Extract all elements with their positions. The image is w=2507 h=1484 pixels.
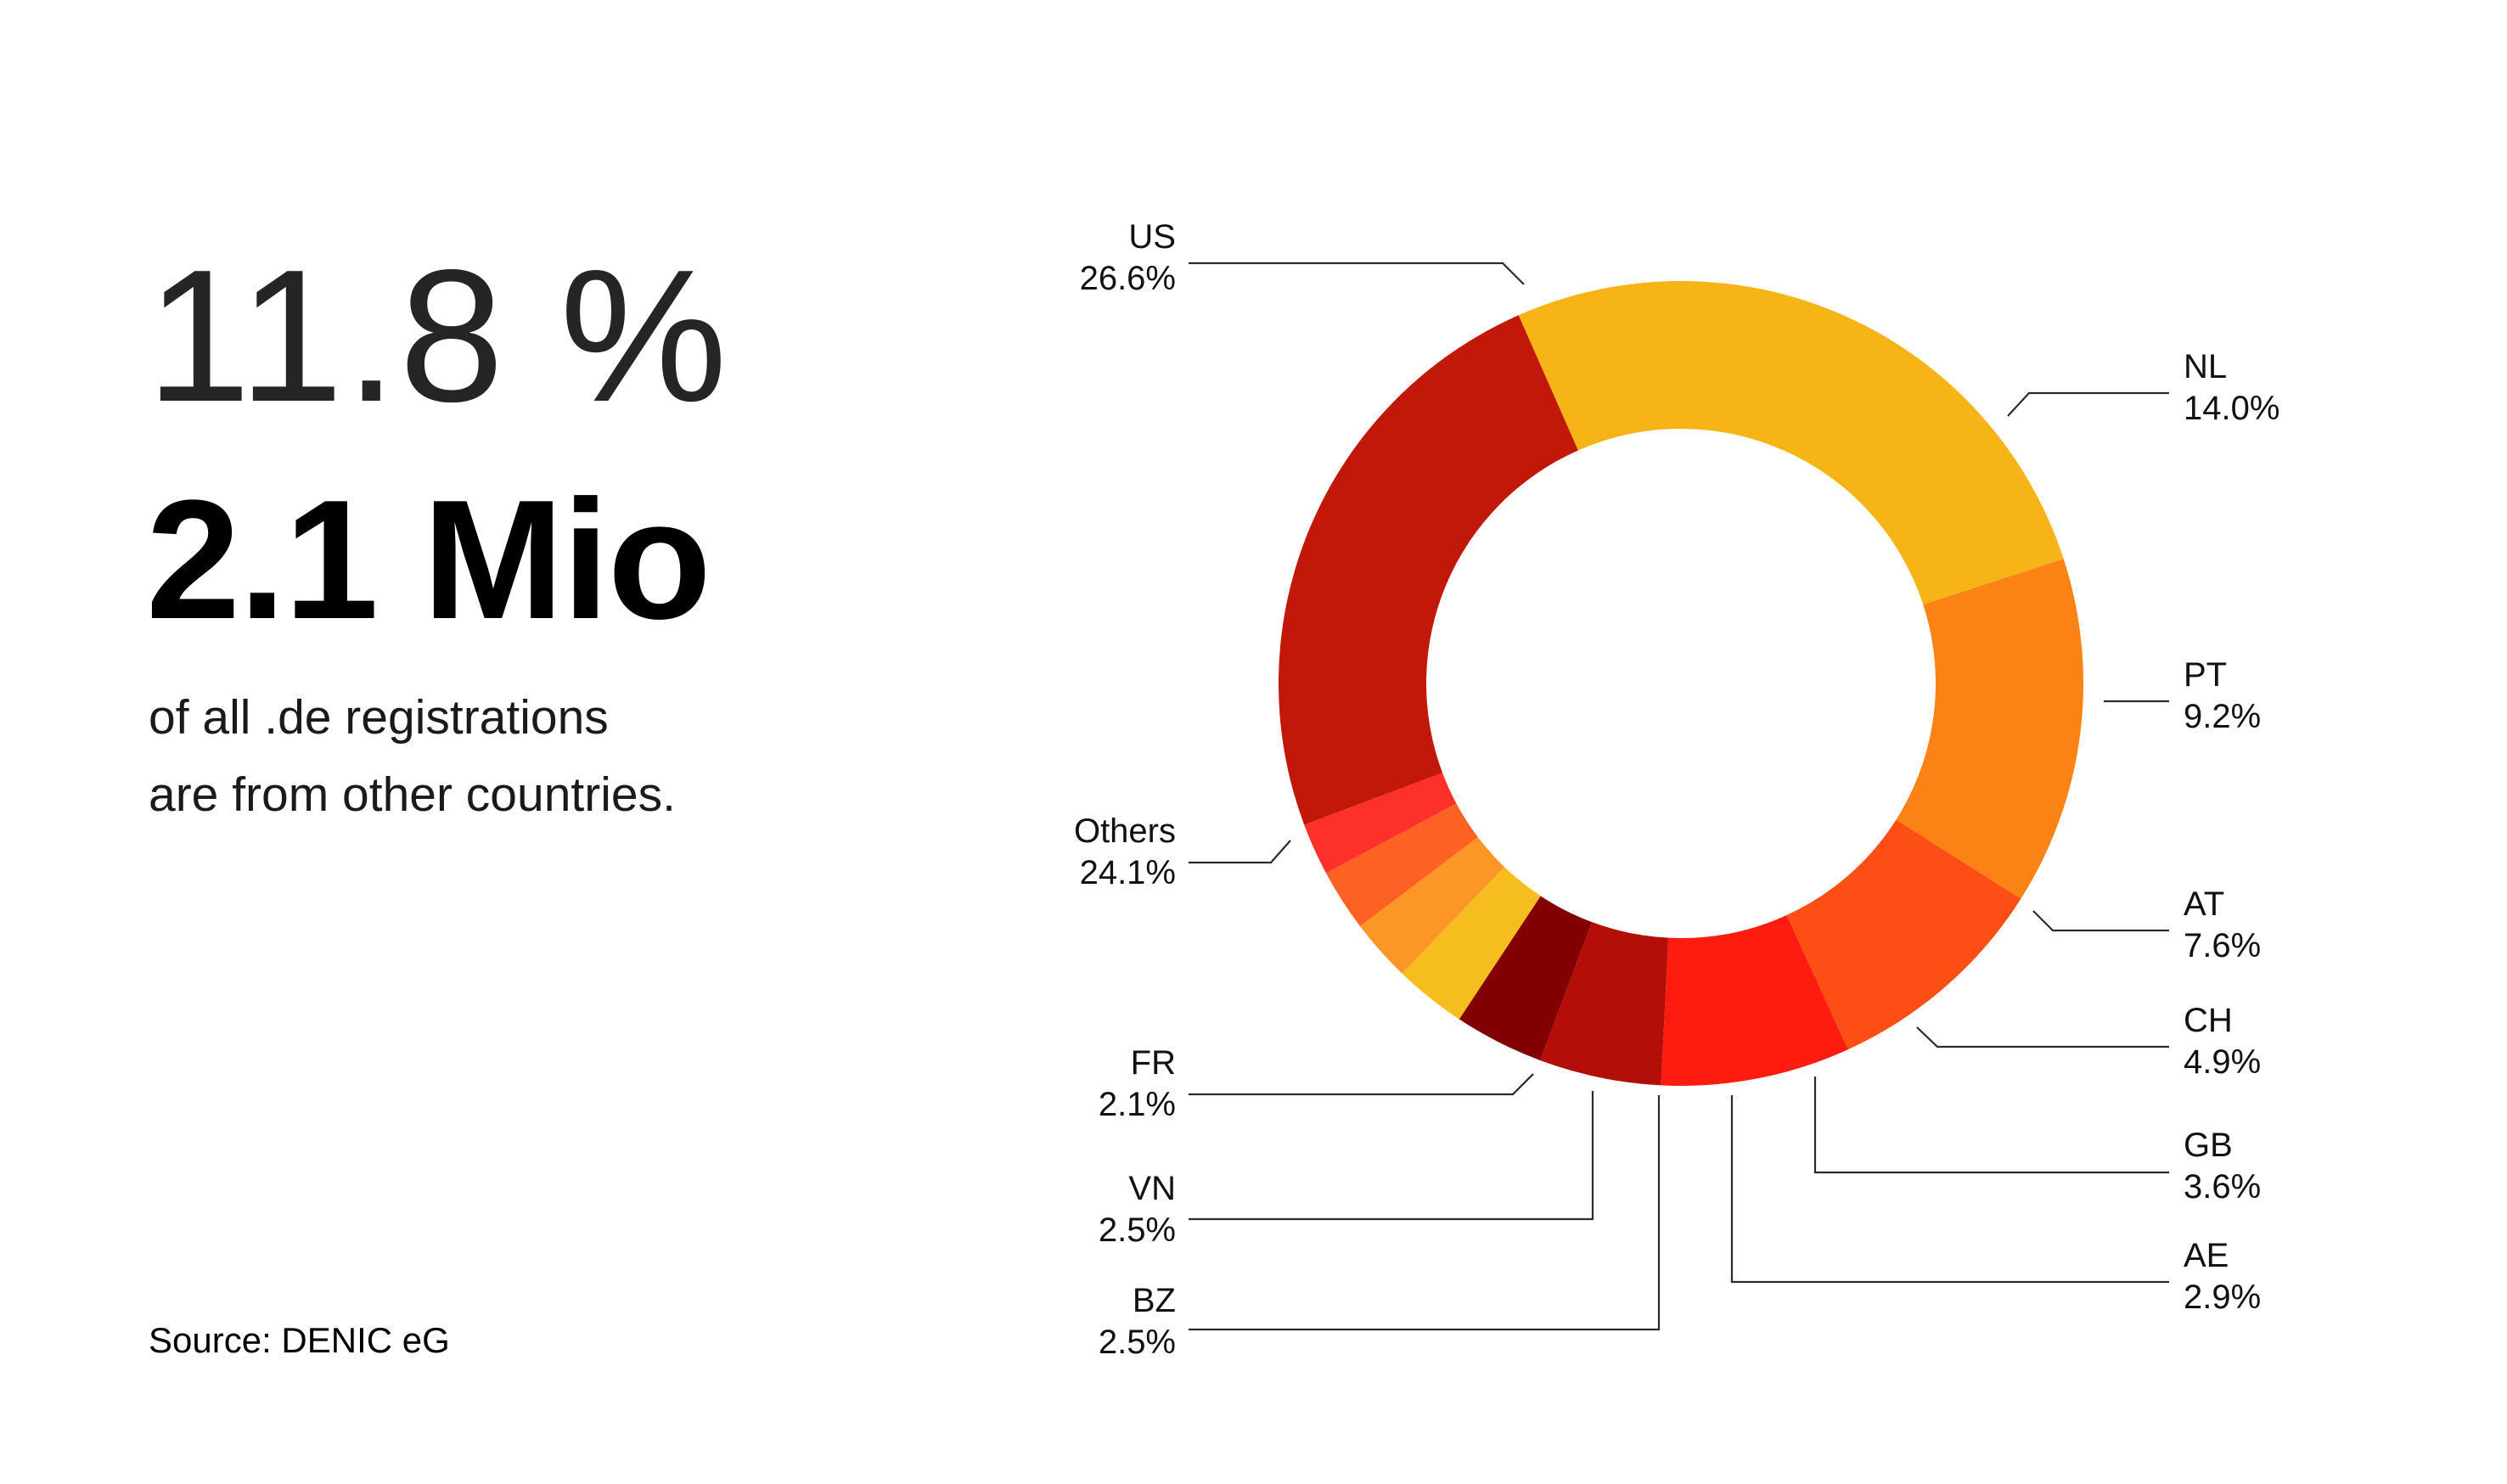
- source-note: Source: DENIC eG: [149, 1320, 450, 1360]
- slice-ch: [1540, 922, 1669, 1086]
- leader-line-ae: [1730, 1095, 2169, 1284]
- leader-line-ch: [1916, 1026, 2169, 1048]
- label-value-pt: 9.2%: [2184, 698, 2261, 735]
- label-value-gb: 3.6%: [2184, 1168, 2261, 1206]
- subtitle: of all .de registrations are from other …: [149, 679, 676, 834]
- label-country-gb: GB: [2184, 1127, 2233, 1164]
- leader-line-gb: [1813, 1076, 2169, 1174]
- leader-lines: [1189, 261, 2169, 1331]
- slice-fr: [1304, 773, 1457, 874]
- slice-pt: [1786, 819, 2021, 1050]
- label-value-nl: 14.0%: [2184, 390, 2279, 427]
- label-country-nl: NL: [2184, 348, 2227, 385]
- label-country-us: US: [1128, 218, 1176, 256]
- slice-bz: [1360, 837, 1505, 974]
- label-country-vn: VN: [1128, 1170, 1176, 1207]
- label-value-others: 24.1%: [1080, 854, 1176, 891]
- leader-line-vn: [1189, 1091, 1594, 1221]
- leader-line-others: [1189, 840, 1291, 864]
- slice-nl: [1896, 559, 2084, 899]
- leader-line-fr: [1189, 1073, 1534, 1096]
- label-country-pt: PT: [2184, 656, 2227, 694]
- leader-line-at: [2032, 910, 2169, 932]
- label-country-bz: BZ: [1133, 1282, 1176, 1319]
- label-value-us: 26.6%: [1080, 260, 1176, 297]
- label-value-fr: 2.1%: [1099, 1086, 1176, 1123]
- label-country-at: AT: [2184, 885, 2224, 923]
- label-value-bz: 2.5%: [1099, 1324, 1176, 1361]
- slice-labels: US 26.6% NL 14.0% PT 9.2% AT 7.6% CH 4.9% GB 3.6% AE…: [1074, 218, 2279, 1361]
- label-country-ae: AE: [2184, 1237, 2229, 1274]
- label-country-others: Others: [1074, 812, 1176, 850]
- subtitle-line-2: are from other countries.: [149, 767, 676, 822]
- label-value-ae: 2.9%: [2184, 1279, 2261, 1316]
- headline-count: 2.1 Mio: [146, 465, 711, 655]
- slice-vn: [1325, 803, 1478, 927]
- subtitle-line-1: of all .de registrations: [149, 690, 609, 745]
- slice-others: [1278, 315, 1578, 825]
- leader-line-nl: [2007, 391, 2169, 417]
- label-value-vn: 2.5%: [1099, 1211, 1176, 1249]
- headline-percent: 11.8 %: [146, 231, 729, 441]
- donut-slices: [1278, 281, 2084, 1086]
- leader-line-us: [1189, 261, 1525, 285]
- label-country-ch: CH: [2184, 1002, 2233, 1039]
- slice-us: [1518, 281, 2064, 605]
- leader-line-bz: [1189, 1095, 1661, 1331]
- label-country-fr: FR: [1131, 1044, 1176, 1082]
- slice-gb: [1459, 896, 1593, 1061]
- slice-at: [1661, 914, 1848, 1086]
- label-value-ch: 4.9%: [2184, 1043, 2261, 1081]
- slice-ae: [1402, 867, 1541, 1020]
- label-value-at: 7.6%: [2184, 927, 2261, 964]
